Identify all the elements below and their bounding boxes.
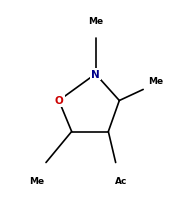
Text: N: N (91, 69, 100, 80)
Text: O: O (54, 96, 63, 106)
Text: Me: Me (88, 17, 103, 26)
Text: Me: Me (29, 176, 44, 185)
Text: Me: Me (148, 77, 163, 86)
Text: Ac: Ac (115, 176, 127, 185)
